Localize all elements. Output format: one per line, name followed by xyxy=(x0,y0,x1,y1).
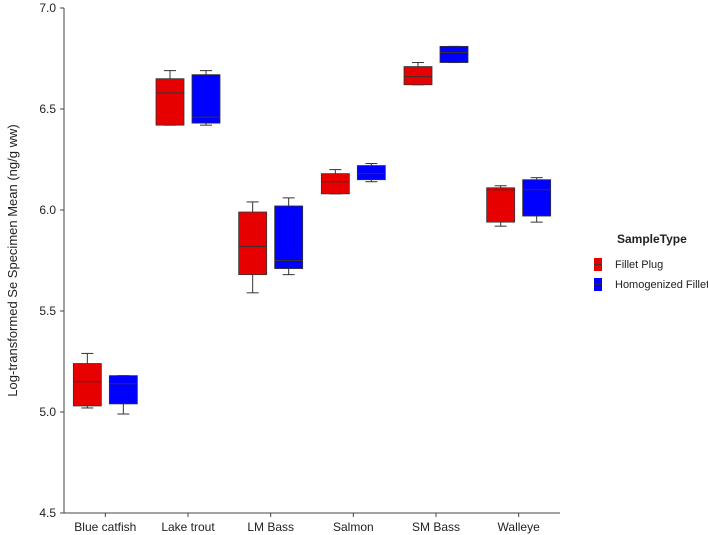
box-fillet-plug-salmon xyxy=(320,169,350,195)
y-tick-label: 5.5 xyxy=(39,304,56,318)
box-fillet-plug-lake-trout xyxy=(155,70,185,126)
box-fillet-plug-sm-bass xyxy=(403,62,433,86)
x-tick-label: SM Bass xyxy=(412,520,460,534)
plot-area xyxy=(72,45,552,415)
iqr-box xyxy=(356,165,386,181)
x-tick-label: LM Bass xyxy=(247,520,294,534)
box-homogenized-fillet-lm-bass xyxy=(274,197,304,276)
iqr-box xyxy=(320,173,350,195)
iqr-box xyxy=(238,211,268,276)
legend-title: SampleType xyxy=(617,232,687,246)
box-fillet-plug-walleye xyxy=(486,185,516,227)
iqr-box xyxy=(439,45,469,63)
y-tick-label: 6.5 xyxy=(39,102,56,116)
y-axis-title: Log-transformed Se Specimen Mean (ng/g w… xyxy=(5,124,20,396)
iqr-box xyxy=(403,66,433,86)
x-axis-ticks: Blue catfish Lake trout LM Bass Salmon SM Ba… xyxy=(74,513,540,534)
iqr-box xyxy=(108,375,138,405)
x-tick-label: Walleye xyxy=(498,520,541,534)
legend-label: Fillet Plug xyxy=(615,259,663,271)
iqr-box xyxy=(72,363,102,407)
y-tick-label: 6.0 xyxy=(39,203,56,217)
x-tick-label: Salmon xyxy=(333,520,374,534)
iqr-box xyxy=(155,78,185,126)
x-tick-label: Blue catfish xyxy=(74,520,136,534)
legend-label: Homogenized Fillet xyxy=(615,279,708,291)
box-homogenized-fillet-lake-trout xyxy=(191,70,221,126)
box-fillet-plug-blue-catfish xyxy=(72,352,102,409)
box-homogenized-fillet-salmon xyxy=(356,163,386,183)
y-axis-ticks: 4.5 5.0 5.5 6.0 6.5 7.0 xyxy=(39,1,64,520)
x-tick-label: Lake trout xyxy=(161,520,215,534)
box-homogenized-fillet-blue-catfish xyxy=(108,375,138,415)
legend: SampleType Fillet Plug Homogenized Fillet xyxy=(594,232,708,291)
iqr-box xyxy=(522,179,552,217)
box-fillet-plug-lm-bass xyxy=(238,201,268,294)
box-homogenized-fillet-walleye xyxy=(522,177,552,223)
y-tick-label: 7.0 xyxy=(39,1,56,15)
legend-item: Homogenized Fillet xyxy=(594,278,708,291)
iqr-box xyxy=(274,205,304,269)
legend-item: Fillet Plug xyxy=(594,258,663,271)
iqr-box xyxy=(486,187,516,223)
y-tick-label: 5.0 xyxy=(39,405,56,419)
iqr-box xyxy=(191,74,221,124)
y-tick-label: 4.5 xyxy=(39,506,56,520)
box-homogenized-fillet-sm-bass xyxy=(439,45,469,64)
